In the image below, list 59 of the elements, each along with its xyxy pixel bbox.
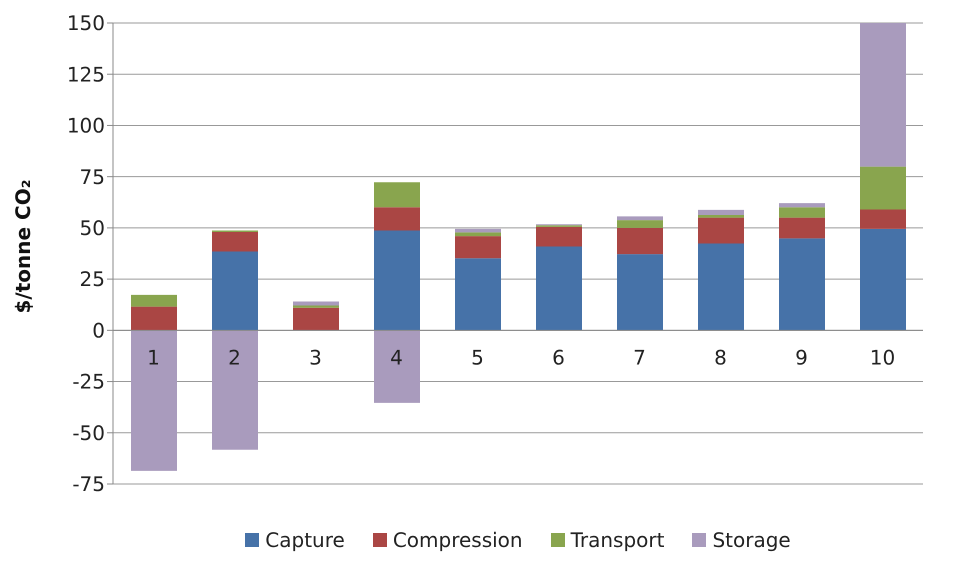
- bar: [860, 23, 906, 167]
- bar: [212, 232, 258, 252]
- y-tick-label: 100: [66, 114, 105, 138]
- bar: [374, 207, 420, 231]
- x-tick-label: 2: [228, 345, 241, 370]
- y-tick-label: 75: [80, 164, 105, 189]
- x-tick-label: 8: [714, 345, 727, 370]
- bar: [536, 226, 582, 247]
- y-tick-label: -25: [72, 370, 105, 394]
- bar: [374, 230, 420, 330]
- bar: [779, 203, 825, 208]
- bar: [698, 214, 744, 218]
- x-tick-label: 4: [390, 345, 403, 370]
- y-axis-title: $/tonne CO₂: [11, 180, 36, 314]
- x-tick-label: 3: [309, 345, 322, 370]
- bar: [212, 330, 258, 450]
- bar: [455, 258, 501, 330]
- bar: [536, 246, 582, 330]
- bar: [374, 182, 420, 208]
- bar: [455, 232, 501, 236]
- bar: [131, 294, 177, 307]
- bar: [617, 254, 663, 330]
- x-tick-label: 1: [147, 345, 160, 370]
- x-tick-label: 7: [633, 345, 646, 370]
- bar: [212, 251, 258, 330]
- bar: [293, 308, 339, 330]
- legend-label: Capture: [265, 528, 345, 552]
- bar: [455, 236, 501, 258]
- bar: [779, 218, 825, 238]
- legend-label: Transport: [570, 528, 664, 552]
- x-tick-label: 10: [870, 345, 896, 370]
- bar: [131, 330, 177, 471]
- y-tick-label: 125: [66, 62, 105, 86]
- legend-label: Compression: [392, 528, 523, 552]
- bar: [860, 166, 906, 210]
- y-tick-label: 25: [80, 267, 105, 292]
- legend-label: Storage: [712, 528, 791, 552]
- x-tick-label: 5: [471, 345, 484, 370]
- bar: [779, 238, 825, 330]
- y-tick-label: 150: [66, 11, 105, 36]
- y-tick-label: 0: [92, 318, 105, 342]
- bar: [455, 228, 501, 232]
- y-tick-label: -75: [72, 472, 105, 496]
- y-tick-label: 50: [80, 216, 105, 240]
- bar: [131, 306, 177, 330]
- x-tick-label: 9: [795, 345, 808, 370]
- bar: [374, 330, 420, 403]
- bar: [293, 301, 339, 306]
- bar: [617, 220, 663, 228]
- bar: [779, 207, 825, 218]
- y-tick-label: -50: [72, 420, 105, 445]
- bar: [698, 243, 744, 330]
- bar: [617, 228, 663, 254]
- bar: [860, 209, 906, 229]
- x-tick-label: 6: [552, 345, 565, 370]
- bar: [698, 218, 744, 244]
- bar: [698, 210, 744, 215]
- bar: [617, 216, 663, 220]
- bar: [860, 228, 906, 330]
